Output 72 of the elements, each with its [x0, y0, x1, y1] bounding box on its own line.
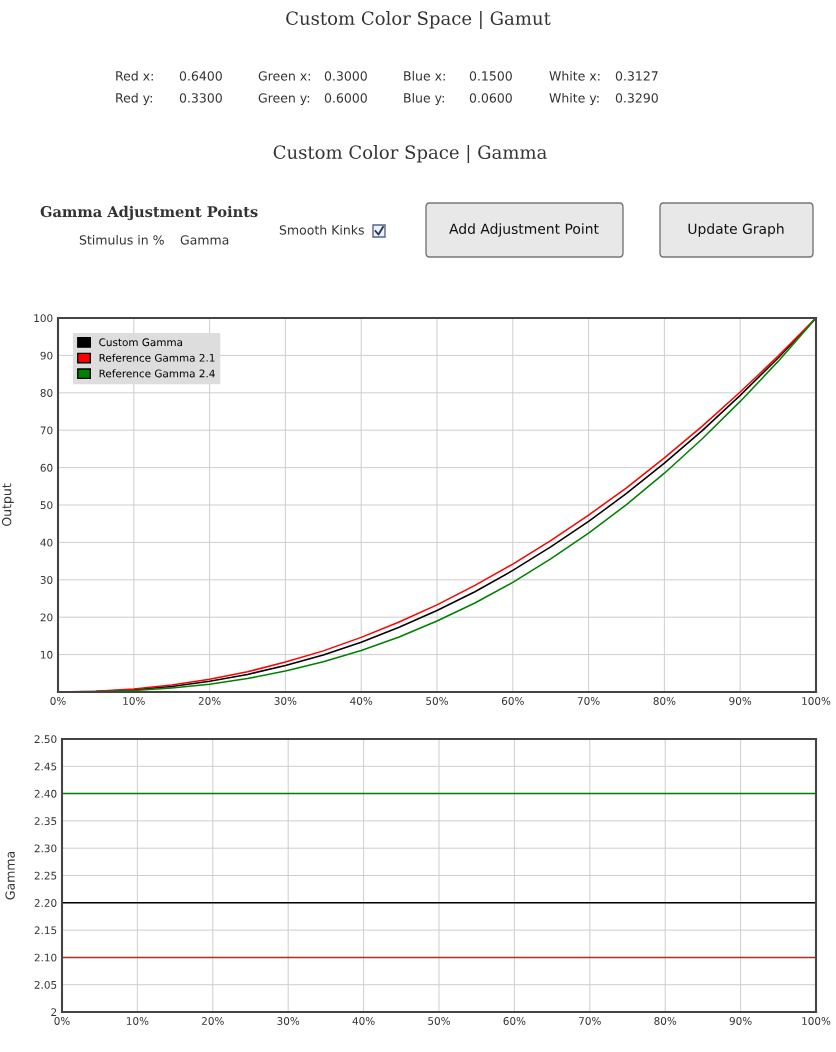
text: Red y: — [116, 92, 152, 106]
x-tick-label: 40% — [352, 1017, 375, 1025]
y-tick-label: 2.10 — [34, 953, 57, 962]
text: 0.1500 — [469, 71, 512, 81]
text: Blue y: — [404, 92, 444, 106]
text: Blue x: — [404, 70, 445, 81]
y-tick-label: 60 — [40, 463, 53, 472]
y-tick-label: 2.30 — [34, 844, 57, 853]
y-tick-label: 2 — [51, 1008, 57, 1016]
legend-label: Reference Gamma 2.4 — [99, 369, 215, 378]
x-tick-label: 30% — [277, 1017, 300, 1025]
legend-label: Custom Gamma — [99, 338, 183, 347]
text: White x: — [549, 70, 600, 81]
x-tick-label: 50% — [428, 1017, 450, 1025]
text: 0.3300 — [179, 93, 222, 103]
text: 0.6000 — [324, 93, 367, 103]
y-axis-title: Gamma — [5, 851, 15, 900]
text: 0.0600 — [469, 93, 512, 103]
y-tick-label: 2.35 — [34, 817, 57, 826]
text: 0.3000 — [324, 71, 367, 81]
y-tick-label: 50 — [40, 501, 53, 510]
y-tick-label: 90 — [40, 351, 53, 360]
x-tick-label: 90% — [729, 697, 752, 705]
y-tick-label: 10 — [41, 650, 53, 659]
x-tick-label: 0% — [50, 697, 66, 705]
x-tick-label: 80% — [654, 1017, 677, 1025]
text: Green x: — [258, 71, 310, 81]
x-tick-label: 10% — [126, 1017, 149, 1025]
x-tick-label: 20% — [198, 697, 221, 705]
x-tick-label: 60% — [503, 1017, 526, 1025]
x-tick-label: 70% — [579, 1017, 601, 1025]
y-tick-label: 2.45 — [34, 762, 57, 771]
x-tick-label: 100% — [802, 1017, 831, 1025]
text: 0.3290 — [615, 93, 658, 103]
y-tick-label: 2.25 — [34, 871, 57, 880]
text: Red x: — [116, 70, 153, 81]
x-tick-label: 90% — [729, 1017, 752, 1025]
legend-label: Reference Gamma 2.1 — [99, 353, 215, 362]
x-tick-label: 0% — [54, 1017, 70, 1025]
text: Smooth Kinks — [279, 224, 364, 235]
x-tick-label: 10% — [123, 697, 145, 705]
x-tick-label: 80% — [653, 697, 676, 705]
x-tick-label: 60% — [501, 697, 524, 705]
x-tick-label: 40% — [350, 697, 373, 705]
x-tick-label: 100% — [802, 697, 831, 705]
y-tick-label: 2.20 — [34, 899, 57, 907]
x-tick-label: 50% — [426, 697, 448, 705]
text: Add Adjustment Point — [449, 223, 599, 237]
text: Green y: — [258, 93, 310, 106]
y-tick-label: 30 — [40, 576, 53, 584]
x-tick-label: 70% — [577, 697, 600, 705]
text: Gamma — [180, 235, 229, 245]
text: 0.3127 — [615, 71, 658, 81]
text: Custom Color Space | Gamma — [273, 144, 547, 164]
y-tick-label: 80 — [40, 389, 53, 397]
x-tick-label: 30% — [274, 697, 297, 705]
y-tick-label: 2.40 — [34, 789, 57, 798]
text: Gamma Adjustment Points — [40, 205, 258, 221]
y-tick-label: 2.15 — [34, 926, 57, 935]
y-tick-label: 40 — [40, 538, 53, 547]
x-tick-label: 20% — [201, 1017, 224, 1025]
text: Update Graph — [688, 223, 784, 237]
text: Stimulus in % — [79, 234, 164, 245]
y-tick-label: 70 — [40, 426, 53, 435]
y-axis-title: Output — [1, 483, 14, 527]
text: Custom Color Space | Gamut — [286, 10, 551, 30]
text: White y: — [549, 92, 599, 106]
text: 0.6400 — [179, 71, 222, 81]
y-tick-label: 100 — [34, 314, 53, 323]
y-tick-label: 2.05 — [34, 980, 57, 989]
y-tick-label: 2.50 — [34, 735, 57, 744]
y-tick-label: 20 — [40, 613, 53, 622]
